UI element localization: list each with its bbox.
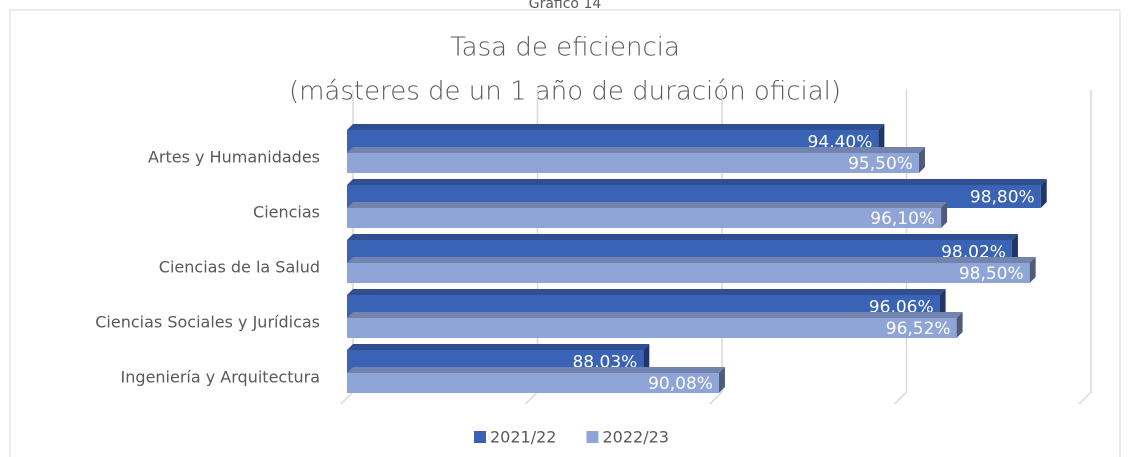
bar xyxy=(347,202,948,228)
bar-front xyxy=(347,263,1030,283)
bar-side xyxy=(1029,257,1036,283)
bar-side xyxy=(718,367,725,393)
y-tick-label: Ciencias de la Salud xyxy=(159,258,320,277)
legend-label: 2022/23 xyxy=(602,428,668,447)
value-label: 95,50% xyxy=(848,154,913,174)
bar-front xyxy=(347,318,957,338)
bar xyxy=(347,367,725,393)
bar-top xyxy=(347,124,885,130)
legend-swatch xyxy=(474,431,486,443)
bar-side xyxy=(956,312,963,338)
caption: Gráfico 14 xyxy=(529,0,602,12)
bar-side xyxy=(941,202,948,228)
bar-top xyxy=(347,234,1018,240)
bar-top xyxy=(347,257,1036,263)
y-tick-label: Ciencias xyxy=(253,203,320,222)
bar-front xyxy=(347,373,719,393)
legend-swatch xyxy=(586,431,599,443)
bar-top xyxy=(347,179,1047,185)
bar-side xyxy=(1011,234,1018,263)
bar-side xyxy=(643,344,650,373)
legend-label: 2021/22 xyxy=(490,428,556,447)
value-label: 96,52% xyxy=(886,319,951,339)
bar-top xyxy=(347,312,963,318)
bar xyxy=(347,147,925,173)
bar-front xyxy=(347,208,942,228)
bar xyxy=(347,312,963,338)
y-tick-label: Ciencias Sociales y Jurídicas xyxy=(95,313,320,332)
value-label: 96,10% xyxy=(870,209,935,229)
bar-top xyxy=(347,147,925,153)
bar-side xyxy=(878,124,885,153)
bar-front xyxy=(347,153,919,173)
value-label: 98,50% xyxy=(959,264,1024,284)
grid-line xyxy=(1078,90,1092,405)
value-label: 90,08% xyxy=(648,374,713,394)
bar xyxy=(347,257,1036,283)
value-label: 98,80% xyxy=(970,188,1035,208)
bar-side xyxy=(1040,179,1047,208)
y-tick-label: Ingeniería y Arquitectura xyxy=(121,368,320,387)
bar-top xyxy=(347,367,725,373)
bar-side xyxy=(939,289,946,318)
chart-title: Tasa de eficiencia xyxy=(450,33,680,63)
bar-side xyxy=(918,147,925,173)
bar-top xyxy=(347,202,948,208)
y-tick-label: Artes y Humanidades xyxy=(148,148,320,167)
bar-top xyxy=(347,289,946,295)
chart-title: (másteres de un 1 año de duración oficia… xyxy=(289,77,841,107)
bar-top xyxy=(347,344,650,350)
